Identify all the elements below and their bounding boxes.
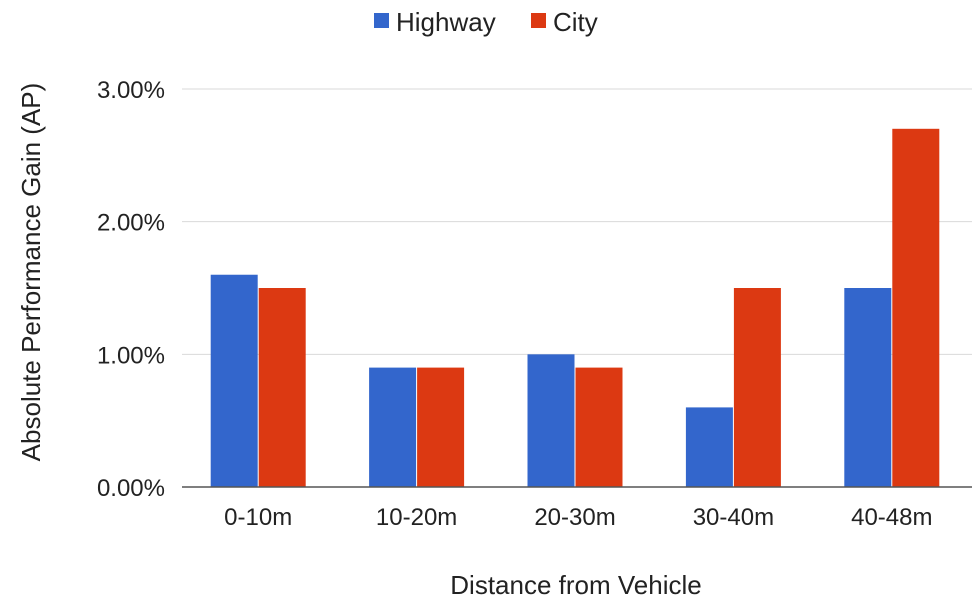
legend-label-highway: Highway [396,7,496,37]
bars [210,128,940,488]
bar-city-30-40m [733,288,781,487]
bar-city-0-10m [258,288,306,487]
y-tick-label: 3.00% [97,77,165,104]
bar-city-40-48m [892,128,940,488]
x-tick-label: 10-20m [376,504,457,531]
bar-highway-40-48m [844,288,892,487]
bar-highway-10-20m [369,367,417,487]
x-tick-label: 40-48m [851,504,932,531]
x-tick-label: 0-10m [224,504,292,531]
x-axis-tick-labels: 0-10m 10-20m 20-30m 30-40m 40-48m [224,504,932,531]
bar-city-10-20m [417,367,465,487]
bar-highway-20-30m [527,354,575,487]
y-axis-title: Absolute Performance Gain (AP) [16,83,46,462]
y-axis-tick-labels: 0.00% 1.00% 2.00% 3.00% [97,77,165,502]
x-tick-label: 30-40m [693,504,774,531]
bar-city-20-30m [575,367,623,487]
legend-swatch-highway [374,13,389,28]
legend: Highway City [374,7,598,37]
y-tick-label: 2.00% [97,210,165,237]
x-tick-label: 20-30m [534,504,615,531]
bar-highway-0-10m [210,274,258,487]
legend-label-city: City [553,7,598,37]
y-tick-label: 0.00% [97,475,165,502]
legend-swatch-city [531,13,546,28]
gridlines [182,88,972,355]
y-tick-label: 1.00% [97,342,165,369]
x-axis-title: Distance from Vehicle [450,570,701,600]
bar-highway-30-40m [685,407,733,487]
